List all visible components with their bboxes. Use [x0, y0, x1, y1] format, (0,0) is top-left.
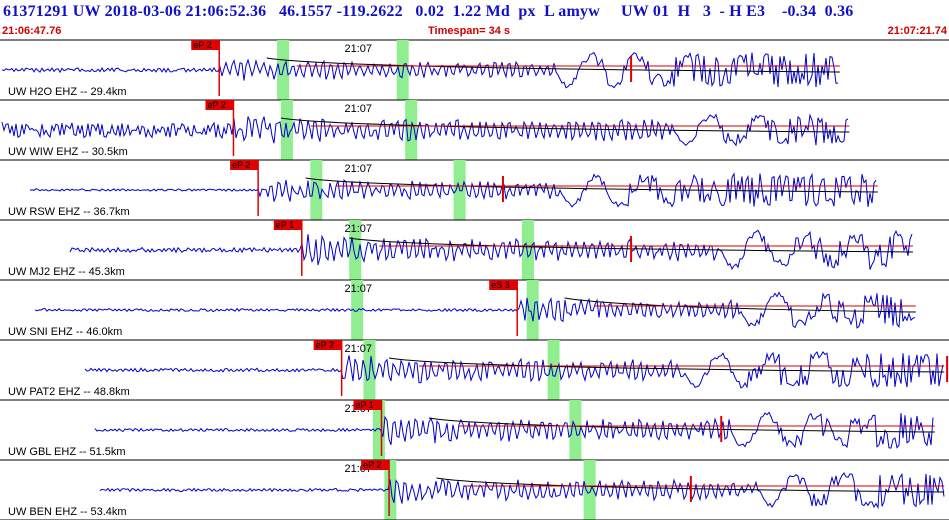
energy-window-band: [547, 340, 560, 400]
minute-tick-label: 21:07: [344, 283, 372, 295]
phase-pick-label: eP 2: [316, 340, 334, 350]
coda-decay-curve: [280, 117, 850, 133]
phase-pick-flag: [191, 40, 220, 50]
phase-pick-label: eP 2: [207, 100, 225, 110]
window-end-time: 21:07:21.74: [887, 25, 947, 37]
seismic-trace: [99, 472, 945, 510]
coda-decay-curve: [389, 357, 945, 373]
station-label: UW WIW EHZ -- 30.5km: [8, 146, 128, 158]
phase-pick-flag: [205, 100, 234, 110]
seismic-trace: [1, 113, 849, 147]
seismic-trace: [94, 411, 934, 449]
event-header: 61371291 UW 2018-03-06 21:06:52.36 46.15…: [0, 0, 949, 40]
minute-tick-label: 21:07: [344, 163, 372, 175]
phase-pick-label: eP 2: [363, 460, 381, 470]
seismic-trace: [34, 291, 916, 329]
energy-window-band: [310, 160, 323, 220]
coda-decay-curve: [564, 297, 916, 313]
energy-window-band: [384, 460, 397, 520]
station-label: UW BEN EHZ -- 53.4km: [8, 506, 127, 518]
minute-tick-label: 21:07: [344, 223, 372, 235]
station-label: UW MJ2 EHZ -- 45.3km: [8, 266, 125, 278]
phase-pick-flag: [361, 460, 390, 470]
phase-pick-label: eP 1: [355, 400, 373, 410]
timespan-label: Timespan= 34 s: [428, 25, 511, 37]
station-label: UW H2O EHZ -- 29.4km: [8, 86, 127, 98]
phase-pick-label: eP 1: [276, 220, 294, 230]
phase-pick-label: eS 3: [491, 280, 510, 290]
window-start-time: 21:06:47.76: [2, 25, 62, 37]
seismic-trace: [84, 351, 944, 389]
minute-tick-label: 21:07: [344, 343, 372, 355]
energy-window-band: [521, 220, 534, 280]
energy-window-band: [583, 460, 596, 520]
phase-pick-flag: [353, 400, 382, 410]
energy-window-band: [349, 220, 362, 280]
phase-pick-label: eP 2: [232, 160, 250, 170]
energy-window-band: [351, 280, 364, 340]
minute-tick-label: 21:07: [344, 103, 372, 115]
station-label: UW GBL EHZ -- 51.5km: [8, 446, 126, 458]
event-summary: 61371291 UW 2018-03-06 21:06:52.36 46.15…: [3, 3, 854, 20]
station-label: UW RSW EHZ -- 36.7km: [8, 206, 130, 218]
seismic-trace: [29, 172, 877, 208]
station-label: UW SNI EHZ -- 46.0km: [8, 326, 122, 338]
phase-pick-flag: [313, 340, 342, 350]
phase-pick-flag: [489, 280, 518, 290]
seismic-trace: [69, 229, 913, 270]
energy-window-band: [526, 280, 539, 340]
seismic-trace: [1, 52, 839, 89]
minute-tick-label: 21:07: [344, 43, 372, 55]
phase-pick-flag: [230, 160, 259, 170]
station-label: UW PAT2 EHZ -- 48.8km: [8, 386, 130, 398]
phase-pick-flag: [273, 220, 302, 230]
phase-pick-label: eP 2: [193, 40, 211, 50]
